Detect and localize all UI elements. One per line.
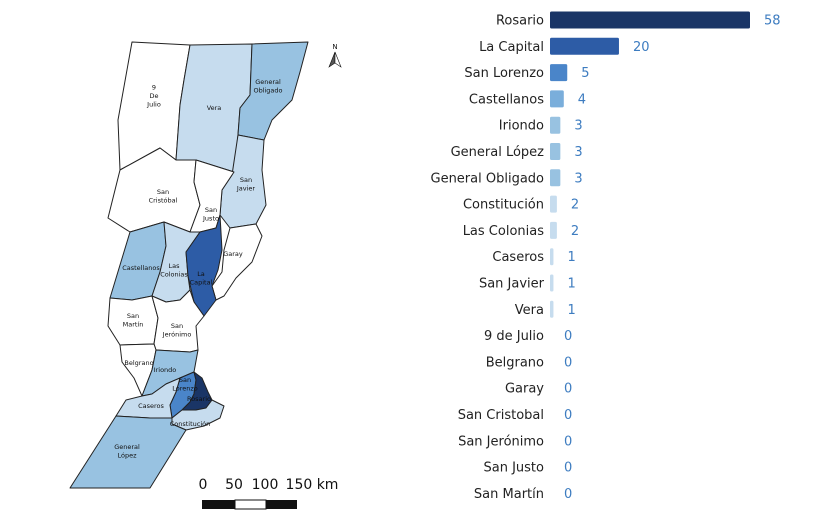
bar <box>550 143 561 160</box>
value-label: 4 <box>578 92 586 107</box>
bar <box>550 274 554 292</box>
scale-bar: 0 50 100 150 km <box>199 477 339 510</box>
scale-label-0: 0 <box>199 477 208 493</box>
bar <box>550 169 561 187</box>
department-polygons <box>69 41 309 489</box>
value-label: 1 <box>567 277 575 292</box>
scale-label-50: 50 <box>225 477 243 493</box>
category-label: San Jerónimo <box>458 434 544 449</box>
category-label: Rosario <box>496 14 544 29</box>
value-label: 2 <box>571 198 579 213</box>
category-label: Vera <box>515 303 544 318</box>
department-label: Caseros <box>138 402 164 410</box>
value-label: 1 <box>567 250 575 265</box>
department-label: Vera <box>207 104 222 112</box>
category-label: Belgrano <box>486 355 544 370</box>
department-general-lopez <box>69 415 187 489</box>
category-label: Garay <box>505 382 544 397</box>
category-label: Castellanos <box>469 92 544 107</box>
value-label: 5 <box>581 66 589 81</box>
bar <box>550 300 554 318</box>
value-label: 0 <box>564 487 572 502</box>
category-label: La Capital <box>479 40 544 55</box>
department-label: Justo <box>202 214 219 222</box>
value-label: 58 <box>764 14 781 29</box>
category-label: Las Colonias <box>463 224 545 239</box>
value-label: 0 <box>564 408 572 423</box>
value-label: 3 <box>574 171 582 186</box>
category-label: Caseros <box>492 250 544 265</box>
value-label: 0 <box>564 382 572 397</box>
bar <box>550 116 561 134</box>
department-label: Jerónimo <box>162 330 192 338</box>
bar <box>550 11 750 29</box>
category-label: Constitución <box>463 198 544 213</box>
department-label: San <box>171 322 183 330</box>
category-label: San Cristobal <box>458 408 544 423</box>
bar <box>550 221 557 239</box>
department-label: Constitución <box>170 420 211 428</box>
north-label: N <box>332 43 337 51</box>
bar <box>550 37 619 55</box>
department-label: Rosario <box>187 395 211 403</box>
scale-label-100: 100 <box>252 477 279 493</box>
bar <box>550 90 564 108</box>
category-label: San Justo <box>484 461 545 476</box>
department-label: Javier <box>236 184 256 192</box>
department-garay <box>211 223 263 301</box>
bar <box>550 64 568 82</box>
department-label: Julio <box>146 101 161 109</box>
category-label: 9 de Julio <box>484 329 544 344</box>
department-label: Obligado <box>253 86 282 94</box>
scale-label-150km: 150 km <box>286 477 339 493</box>
department-general-obligado <box>237 41 309 141</box>
value-label: 3 <box>574 119 582 134</box>
department-label: Colonias <box>160 270 188 278</box>
department-label: Lorenzo <box>172 384 198 392</box>
value-label: 0 <box>564 355 572 370</box>
department-label: Castellanos <box>122 264 160 272</box>
department-label: General <box>114 443 140 451</box>
category-label: Iriondo <box>499 119 544 134</box>
category-label: San Martín <box>474 487 544 502</box>
value-label: 20 <box>633 40 650 55</box>
department-label: Belgrano <box>124 359 153 367</box>
category-label: San Javier <box>479 277 545 292</box>
department-label: San <box>240 176 252 184</box>
department-la-capital <box>185 214 223 317</box>
value-label: 2 <box>571 224 579 239</box>
department-label: 9 <box>152 84 156 92</box>
department-label: Capital <box>190 278 213 286</box>
department-label: López <box>117 451 137 459</box>
department-label: La <box>197 270 205 278</box>
department-label: San <box>127 312 139 320</box>
bar <box>550 195 557 213</box>
department-label: Las <box>169 262 181 270</box>
department-caseros <box>115 377 181 419</box>
department-label: San <box>179 376 191 384</box>
category-label: San Lorenzo <box>464 66 544 81</box>
category-label: General López <box>451 145 545 160</box>
bar <box>550 248 554 266</box>
department-label: General <box>255 78 281 86</box>
value-label: 0 <box>564 329 572 344</box>
category-label: General Obligado <box>431 171 545 186</box>
department-label: Cristóbal <box>149 196 178 204</box>
value-label: 0 <box>564 434 572 449</box>
department-label: Iriondo <box>154 366 177 374</box>
department-label: Garay <box>223 250 243 258</box>
department-label: San <box>205 206 217 214</box>
value-label: 0 <box>564 461 572 476</box>
department-label: De <box>149 92 158 100</box>
value-label: 1 <box>567 303 575 318</box>
north-arrow-icon: N <box>328 43 342 68</box>
department-label: Martín <box>123 320 144 328</box>
department-label: San <box>157 188 169 196</box>
value-label: 3 <box>574 145 582 160</box>
